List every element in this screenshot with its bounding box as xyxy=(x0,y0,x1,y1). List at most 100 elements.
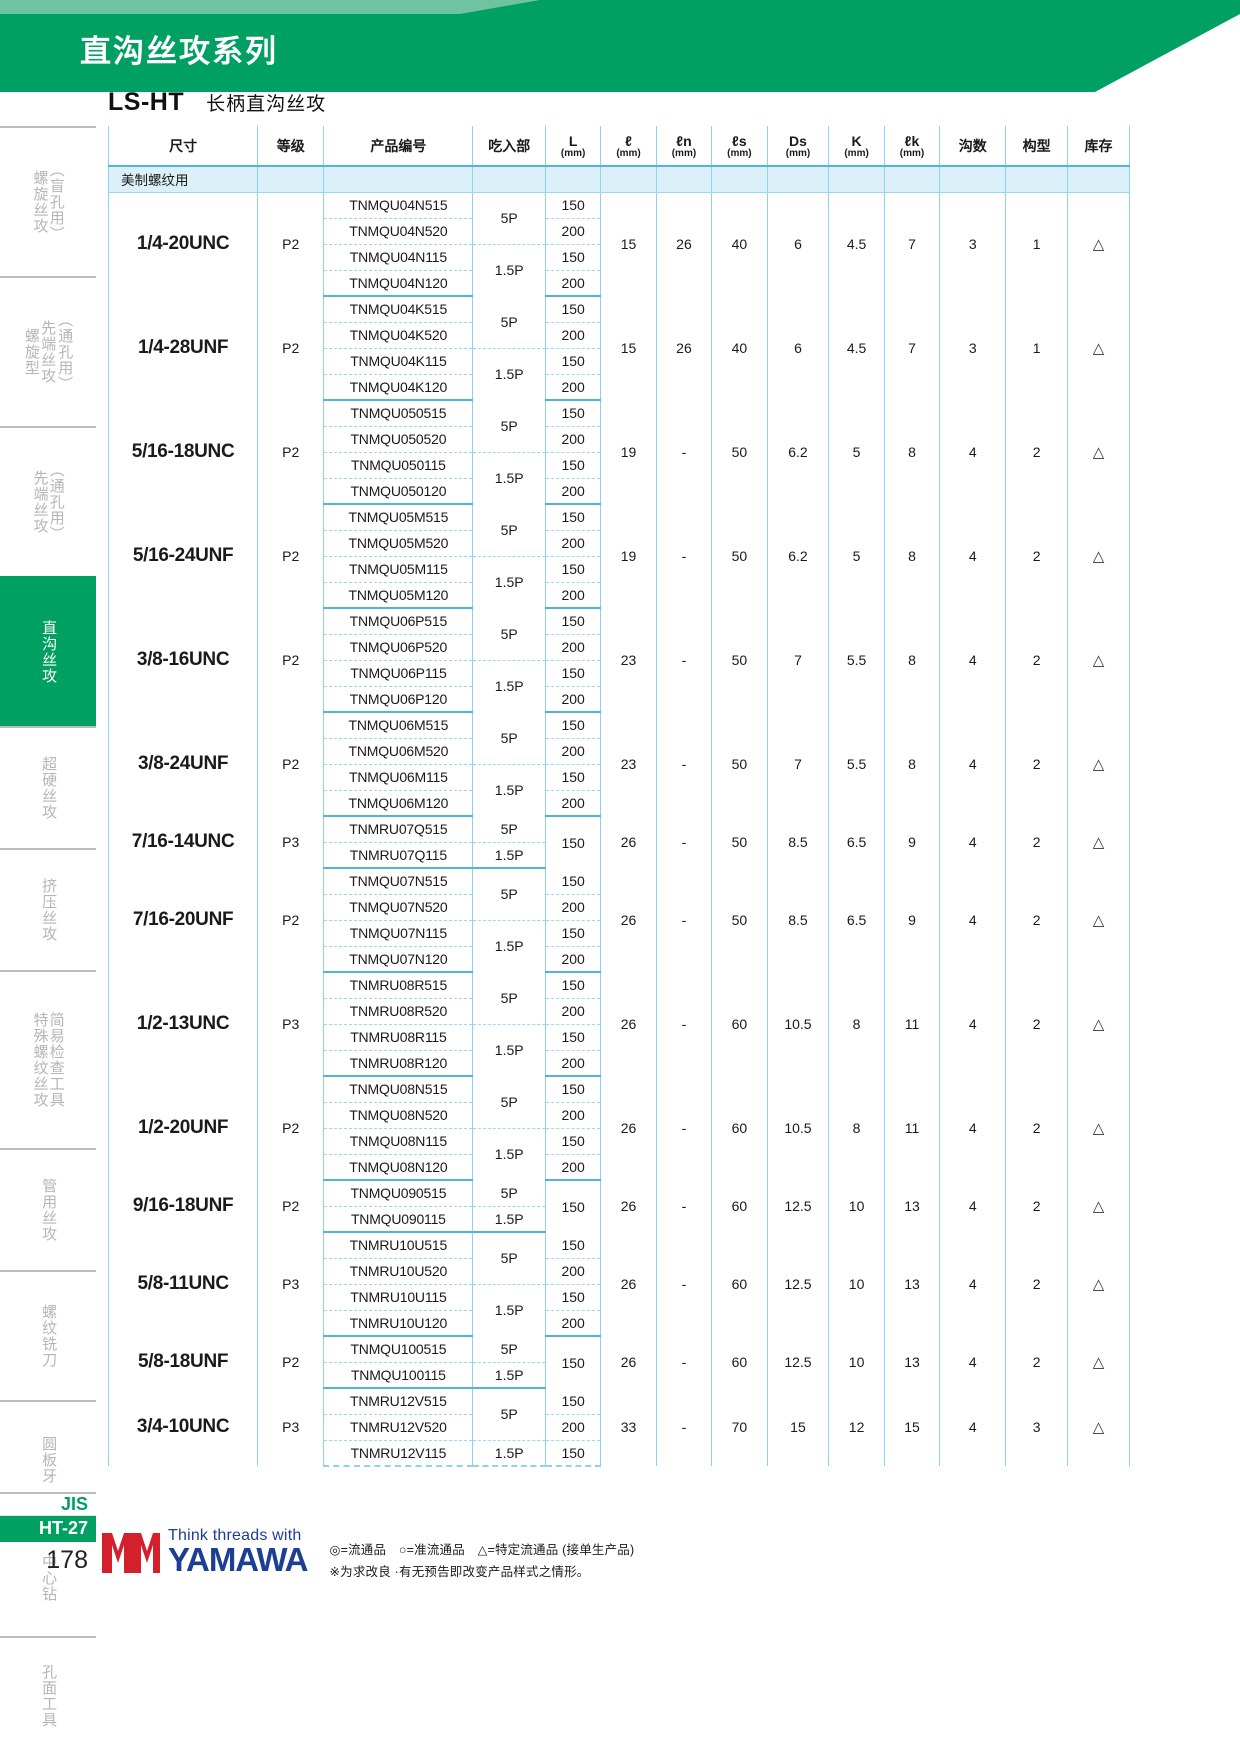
sidebar-item-pipe-tap[interactable]: 管用丝攻 xyxy=(0,1148,96,1270)
sidebar-item-hole-face-tool[interactable]: 孔面工具 xyxy=(0,1636,96,1754)
cell-product-code: TNMQU100115 xyxy=(323,1362,474,1389)
section-band-cell xyxy=(766,166,830,193)
cell-product-code: TNMQU100515 xyxy=(323,1336,474,1363)
sidebar-item-point-through[interactable]: 先端丝攻 （通孔用） xyxy=(0,426,96,576)
page-footer: Think threads with YAMAWA ◎=流通品 ○=准流通品 △… xyxy=(100,1528,634,1584)
cell-shape: 2 xyxy=(1005,712,1069,816)
cell-stock: △ xyxy=(1067,868,1130,972)
table-row: TNMQU090115 1.5P xyxy=(109,1206,1130,1233)
cell-Ds: 12.5 xyxy=(766,1180,830,1232)
cell-Ds: 7 xyxy=(766,712,830,816)
cell-chamfer: 1.5P xyxy=(472,1440,546,1467)
cell-chamfer: 1.5P xyxy=(472,244,546,296)
cell-flutes: 4 xyxy=(939,868,1007,972)
cell-K: 5.5 xyxy=(828,712,885,816)
sidebar-item-spiral-blind[interactable]: 螺旋丝攻 （盲孔用） xyxy=(0,126,96,276)
table-row: TNMRU08R520 200 xyxy=(109,998,1130,1025)
sidebar-item-round-die[interactable]: 圆板牙 xyxy=(0,1400,96,1518)
table-row: TNMQU04N520 200 xyxy=(109,218,1130,245)
cell-ls: 60 xyxy=(711,1076,768,1180)
footer-left-marks: JIS HT-27 178 xyxy=(0,1492,96,1575)
cell-product-code: TNMQU04N120 xyxy=(323,270,474,297)
cell-L: 150 xyxy=(544,1180,602,1232)
table-row: 5/8-11UNC P3 TNMRU10U515 5P 150 26-60 12.5 10 13… xyxy=(107,1232,1130,1336)
cell-chamfer: 1.5P xyxy=(472,660,546,712)
sidebar-item-special-thread[interactable]: 特殊螺纹丝攻 简易检查工具 xyxy=(0,970,96,1148)
table-row: 1/4-20UNC P2 TNMQU04N515 5P 150 15 26 40 6 4.5 7 3 1… xyxy=(107,192,1130,296)
cell-product-code: TNMRU08R115 xyxy=(323,1024,474,1051)
cell-L: 150 xyxy=(544,764,602,791)
sidebar-item-straight-flute[interactable]: 直沟丝攻 xyxy=(0,576,96,726)
sidebar-nav[interactable]: 螺旋丝攻 （盲孔用） 螺旋型 先端丝攻 （通孔用） 先端丝攻 （通孔用） 直沟丝攻超硬丝攻 挤压… xyxy=(0,126,96,1754)
section-band-cell xyxy=(828,166,885,193)
stock-symbol-icon: △ xyxy=(1092,235,1105,253)
table-row: 1/2-20UNF P2 TNMQU08N515 5P 150 26-60 10.5 8 11 4… xyxy=(107,1076,1130,1180)
sidebar-item-label: 中心钻 xyxy=(40,1554,58,1602)
cell-L: 150 xyxy=(544,608,602,635)
sidebar-item-spiral-point-through[interactable]: 螺旋型 先端丝攻 （通孔用） xyxy=(0,276,96,426)
cell-lk: 15 xyxy=(883,1388,941,1466)
col-header-shape: 构型 xyxy=(1005,126,1069,167)
cell-chamfer: 5P xyxy=(472,1232,546,1285)
stock-symbol-icon: △ xyxy=(1092,339,1105,357)
cell-product-code: TNMQU06M115 xyxy=(323,764,474,791)
cell-ls: 50 xyxy=(711,504,768,608)
cell-L: 150 xyxy=(544,296,602,323)
cell-product-code: TNMQU05M115 xyxy=(323,556,474,583)
col-header-l: ℓ (mm) xyxy=(600,126,657,167)
stock-symbol-icon: △ xyxy=(1092,911,1105,929)
cell-chamfer: 1.5P xyxy=(472,764,546,816)
cell-L: 150 xyxy=(544,1076,602,1103)
table-row: TNMQU05M115 1.5P 150 xyxy=(109,556,1130,608)
col-header-unit: (mm) xyxy=(727,147,752,159)
table-row: TNMQU04K520 200 xyxy=(109,322,1130,349)
cell-ln: 26 xyxy=(655,296,713,400)
cell-chamfer: 5P xyxy=(472,1336,546,1363)
logo-tagline: Think threads with xyxy=(168,1527,302,1544)
sidebar-item-thread-mill[interactable]: 螺纹铣刀 xyxy=(0,1270,96,1400)
page-number: 178 xyxy=(46,1546,88,1574)
cell-product-code: TNMRU12V515 xyxy=(323,1388,474,1415)
cell-product-code: TNMQU04K515 xyxy=(323,296,474,323)
cell-grade: P2 xyxy=(257,192,325,296)
cell-L: 200 xyxy=(544,582,602,609)
col-header-label: Ds xyxy=(789,132,807,149)
sidebar-item-forming[interactable]: 挤压丝攻 xyxy=(0,848,96,970)
cell-K: 4.5 xyxy=(828,296,885,400)
cell-Ds: 15 xyxy=(766,1388,830,1466)
cell-K: 6.5 xyxy=(828,868,885,972)
cell-L: 150 xyxy=(544,1388,602,1415)
series-code: LS-HT xyxy=(108,88,185,116)
table-row: TNMQU04N115 1.5P 150 xyxy=(109,244,1130,296)
sidebar-item-carbide[interactable]: 超硬丝攻 xyxy=(0,726,96,848)
cell-lk: 7 xyxy=(883,296,941,400)
cell-ln: - xyxy=(655,1232,713,1336)
sidebar-item-label: 螺纹铣刀 xyxy=(40,1304,58,1368)
cell-product-code: TNMQU07N520 xyxy=(323,894,474,921)
col-header-unit: (mm) xyxy=(785,147,811,159)
cell-L: 200 xyxy=(544,1102,602,1129)
cell-size: 5/8-18UNF xyxy=(107,1336,259,1388)
cell-chamfer: 1.5P xyxy=(472,452,546,504)
cell-l: 15 xyxy=(600,192,657,296)
table-row: TNMQU08N520 200 xyxy=(109,1102,1130,1129)
cell-chamfer: 1.5P xyxy=(472,842,546,869)
cell-ls: 70 xyxy=(711,1388,768,1466)
col-header-label: L xyxy=(568,132,578,149)
cell-K: 5.5 xyxy=(828,608,885,712)
cell-l: 26 xyxy=(600,868,657,972)
series-heading: LS-HT 长柄直沟丝攻 xyxy=(108,88,326,117)
section-band-cell xyxy=(323,166,474,193)
cell-product-code: TNMQU08N515 xyxy=(323,1076,474,1103)
sidebar-item-label: 直沟丝攻 xyxy=(40,620,58,684)
cell-product-code: TNMRU07Q515 xyxy=(323,816,474,843)
cell-product-code: TNMQU090515 xyxy=(323,1180,474,1207)
col-header-unit: (mm) xyxy=(899,147,925,159)
table-row: TNMQU08N120 200 xyxy=(109,1154,1130,1181)
cell-product-code: TNMQU04N115 xyxy=(323,244,474,271)
cell-product-code: TNMRU08R120 xyxy=(323,1050,474,1077)
col-header-label: K xyxy=(851,132,862,149)
table-row: TNMQU050115 1.5P 150 xyxy=(109,452,1130,504)
cell-flutes: 4 xyxy=(939,1076,1007,1180)
cell-product-code: TNMQU06P520 xyxy=(323,634,474,661)
